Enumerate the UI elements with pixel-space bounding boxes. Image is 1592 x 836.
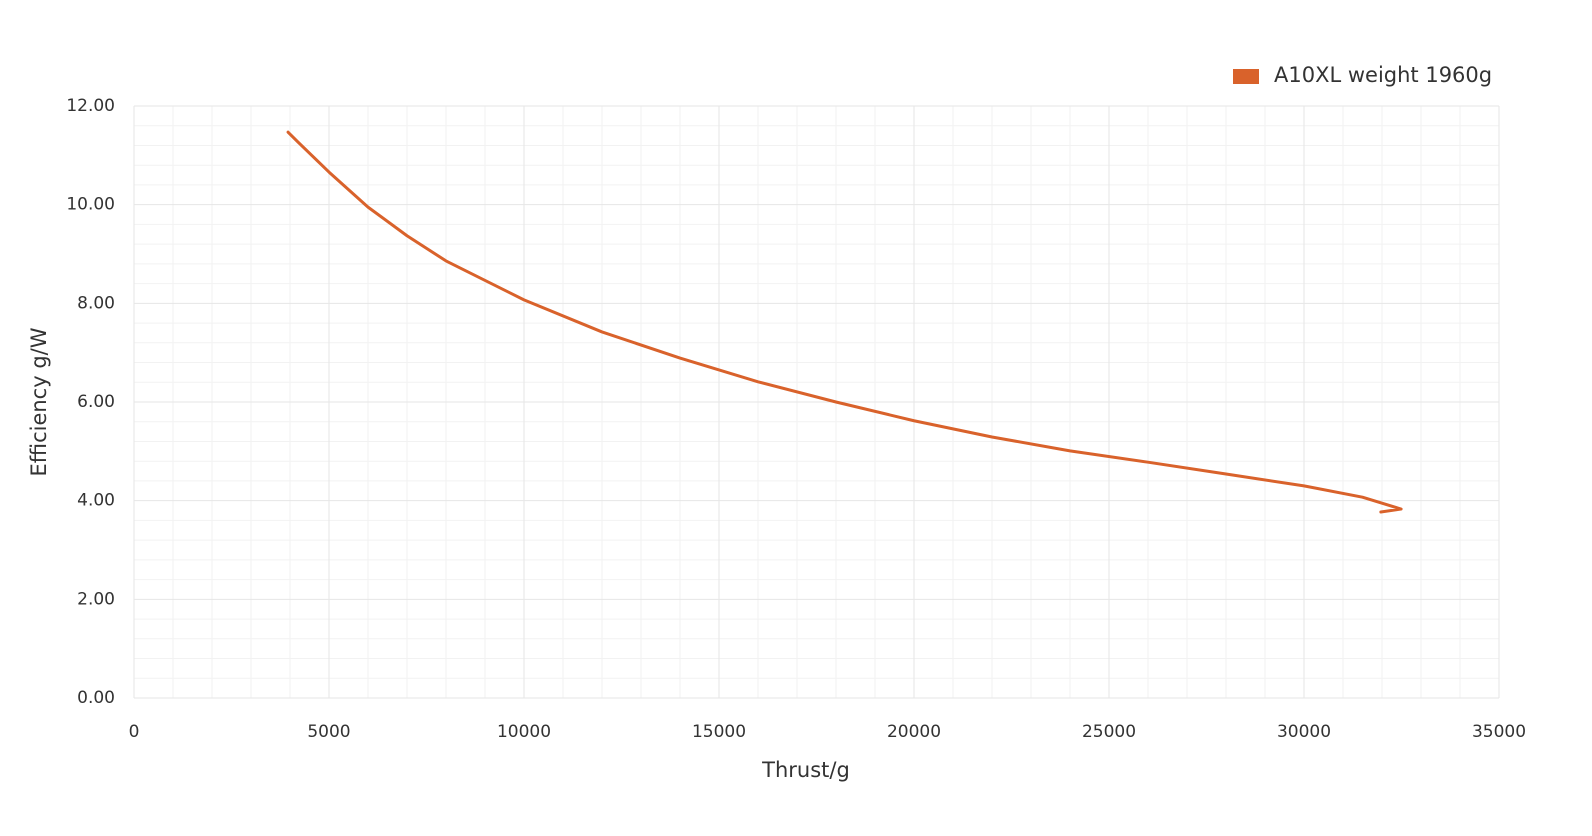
y-tick-label: 10.00 [66,195,115,215]
x-tick-label: 0 [129,722,140,742]
x-tick-label: 10000 [497,722,551,742]
x-tick-label: 20000 [887,722,941,742]
y-tick-label: 4.00 [77,491,115,511]
y-tick-label: 0.00 [77,688,115,708]
y-tick-label: 6.00 [77,392,115,412]
x-tick-label: 15000 [692,722,746,742]
legend-swatch [1233,69,1259,84]
y-tick-label: 2.00 [77,589,115,609]
x-tick-label: 5000 [307,722,350,742]
series-line [286,130,1403,514]
x-tick-label: 25000 [1082,722,1136,742]
y-axis-label: Efficiency g/W [27,327,51,476]
x-tick-label: 30000 [1277,722,1331,742]
x-axis-label: Thrust/g [761,758,850,782]
y-tick-label: 12.00 [66,96,115,116]
x-tick-label: 35000 [1472,722,1526,742]
grid [133,105,1500,699]
y-tick-label: 8.00 [77,293,115,313]
legend-text: A10XL weight 1960g [1274,63,1492,87]
